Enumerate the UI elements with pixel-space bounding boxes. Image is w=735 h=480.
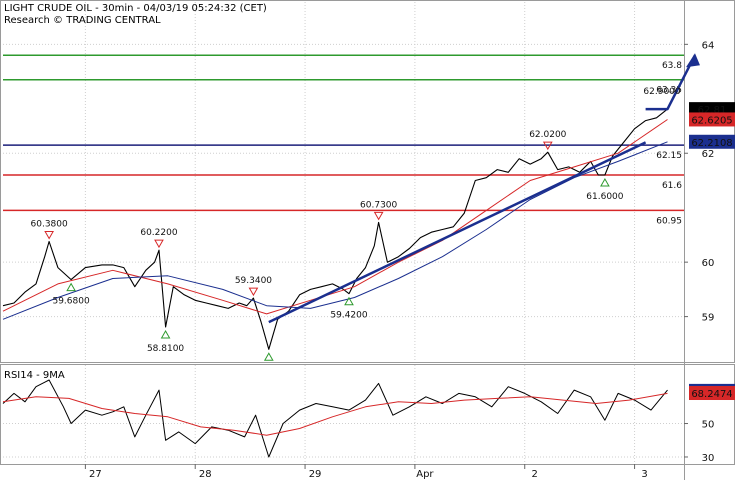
high-label: 60.2200 (140, 228, 177, 238)
y-tick-label: 59 (702, 313, 715, 324)
high-marker (44, 230, 54, 240)
rsi-ma-line (2, 392, 668, 436)
annotations: 60.3800 59.6800 60.2200 58.8100 59.3400 59.42… (31, 87, 681, 361)
grid (3, 2, 684, 464)
price-badge-bg (689, 134, 735, 149)
low-label: 59.6800 (52, 297, 89, 307)
y-tick-label: 64 (702, 40, 715, 51)
y-tick-label: 60 (702, 258, 715, 269)
main-panel-frame (0, 0, 735, 363)
trendline (268, 141, 647, 324)
price-badge-text: 62.81 (698, 105, 727, 116)
series (2, 53, 700, 350)
x-tick-label: 2 (532, 469, 538, 480)
rsi (2, 379, 668, 458)
low-marker (263, 352, 274, 361)
level-label: 60.95 (656, 216, 682, 226)
low-marker (344, 296, 354, 306)
high-label: 60.7300 (360, 200, 397, 210)
chart-subtitle: Research © TRADING CENTRAL (4, 15, 161, 26)
levels: 63.8 63.35 62.15 61.6 60.95 (3, 54, 684, 226)
ma-fast-line (2, 119, 668, 315)
x-tick-label: 28 (199, 469, 212, 480)
x-tick-label: 3 (641, 469, 647, 480)
low-marker (600, 178, 610, 187)
rsi-badge-bg (689, 386, 735, 401)
x-tick-label: 27 (89, 469, 102, 480)
high-label: 59.3400 (235, 276, 272, 286)
rsi-y-tick-label: 30 (702, 453, 715, 464)
chart-title: LIGHT CRUDE OIL - 30min - 04/03/19 05:24… (4, 3, 267, 14)
rsi-y-tick-label: 50 (702, 420, 715, 431)
low-label: 58.8100 (147, 344, 184, 354)
rsi-title: RSI14 - 9MA (4, 370, 65, 381)
price-line (2, 108, 668, 350)
rsi-panel-frame (0, 364, 735, 465)
low-marker (160, 329, 171, 339)
projection-arrowhead (685, 53, 700, 68)
low-label: 61.6000 (586, 192, 623, 202)
x-tick-label: 29 (309, 469, 322, 480)
low-label: 59.4200 (330, 311, 367, 321)
high-marker (154, 239, 164, 249)
ma-slow-line (2, 141, 668, 320)
x-tick-label: Apr (416, 469, 434, 480)
level-label: 62.15 (656, 151, 682, 161)
low-marker (66, 282, 76, 292)
rsi-badge-text: 68.2474 (691, 389, 732, 400)
projection-arrow (645, 54, 697, 111)
price-badge-text: 62.6205 (691, 115, 732, 126)
level-label: 61.6 (662, 181, 682, 191)
high-label: 60.3800 (31, 219, 68, 229)
level-label: 63.35 (656, 86, 682, 96)
high-marker (248, 287, 259, 297)
price-badge-text: 62.2108 (691, 138, 732, 149)
axes: 27 28 29 Apr 2 3 59 60 62 64 30 50 (84, 40, 715, 480)
y-tick-label: 62 (702, 149, 715, 160)
level-label: 63.8 (662, 61, 682, 71)
target-label: 62.9000 (643, 87, 680, 97)
high-label: 62.0200 (529, 130, 566, 140)
high-marker (542, 141, 553, 151)
price-badge-bg (689, 112, 735, 127)
high-marker (373, 211, 384, 221)
rsi-line (2, 379, 668, 458)
